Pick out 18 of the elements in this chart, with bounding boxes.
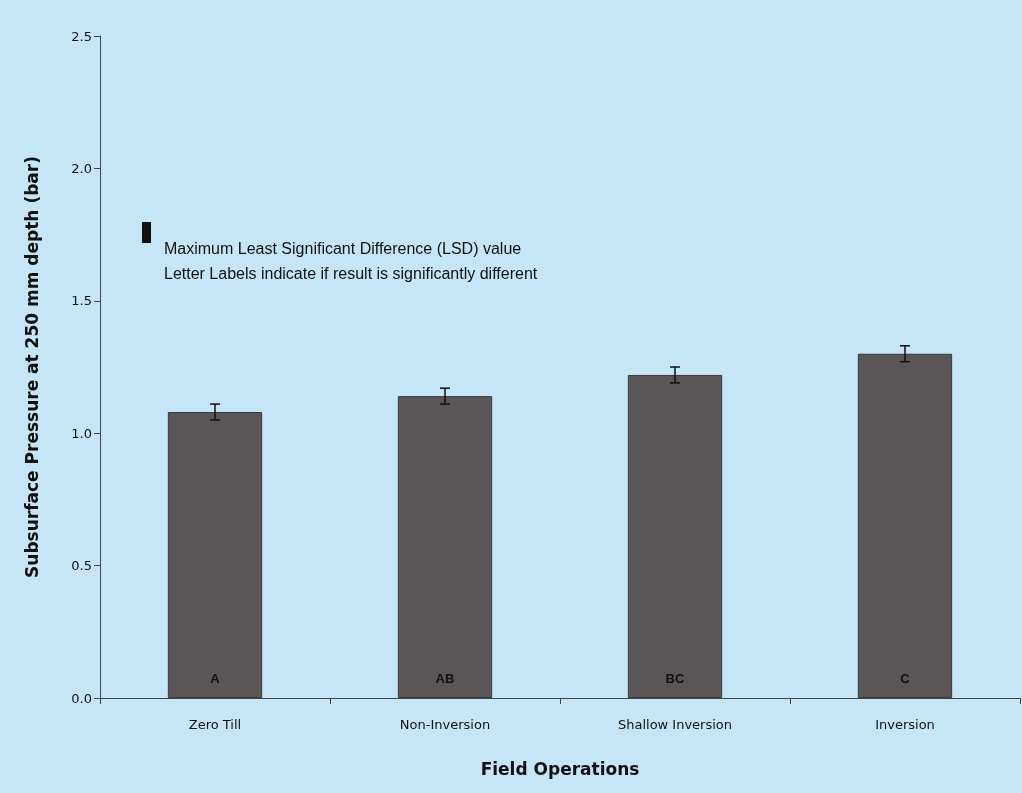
y-tick-label: 0.0	[71, 690, 92, 706]
x-tick-label: Inversion	[875, 717, 935, 732]
x-tick-label: Shallow Inversion	[617, 717, 733, 732]
x-axis-title: Field Operations	[480, 758, 640, 779]
annotation: Letter Labels indicate if result is significantly different	[164, 264, 538, 284]
annotation: A	[210, 670, 221, 686]
y-tick-label: 1.5	[71, 293, 92, 309]
annotation: Maximum Least Significant Difference (LSD) value	[164, 239, 523, 259]
annotation: AB	[435, 670, 455, 686]
y-tick-label: 1.0	[71, 425, 92, 441]
x-tick-label: Zero Till	[188, 717, 242, 732]
annotation: C	[900, 670, 911, 686]
y-axis-title: Subsurface Pressure at 250 mm depth (bar)	[21, 156, 42, 578]
y-tick-label: 0.5	[71, 558, 92, 574]
y-tick-label: 2.0	[71, 160, 92, 176]
annotation: BC	[665, 670, 685, 686]
x-tick-label: Non-Inversion	[399, 717, 491, 732]
y-tick-label: 2.5	[71, 28, 92, 44]
